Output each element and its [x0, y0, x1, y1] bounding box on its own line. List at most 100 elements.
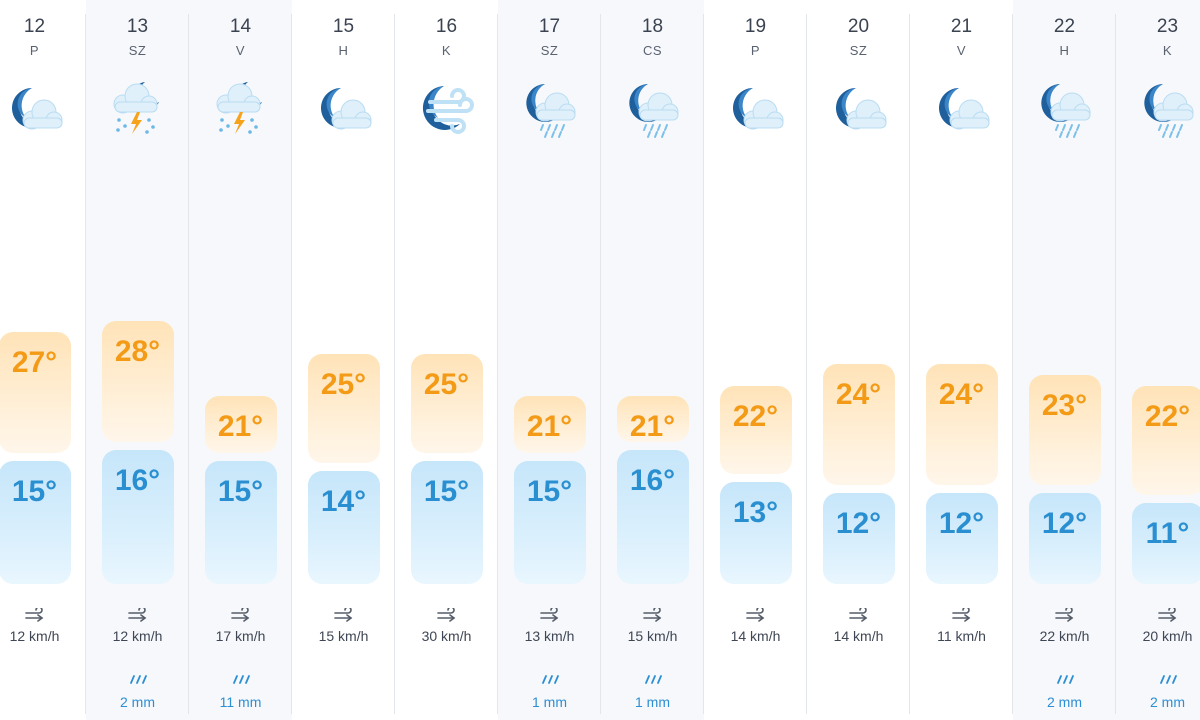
column-divider	[1115, 14, 1116, 714]
min-temp-bar: 16°	[616, 449, 689, 584]
wind-icon	[24, 608, 43, 622]
precipitation-amount: 1 mm	[635, 694, 670, 710]
wind-speed: 15 km/h	[627, 628, 678, 644]
wind-speed: 12 km/h	[9, 628, 60, 644]
wind-speed: 14 km/h	[833, 628, 884, 644]
forecast-day-column[interactable]: 23 K 22° 11° 20 km/h 2 mm	[1116, 0, 1200, 720]
forecast-day-column[interactable]: 20 SZ 24° 12° 14 km/h	[807, 0, 910, 720]
day-of-week: V	[956, 43, 967, 58]
forecast-day-column[interactable]: 17 SZ 21° 15° 13 km/h 1 mm	[498, 0, 601, 720]
forecast-day-column[interactable]: 13 SZ 28° 16° 12 km/h 2 mm	[86, 0, 189, 720]
column-divider	[291, 14, 292, 714]
thunderstorm-night-icon	[113, 82, 159, 134]
max-temperature: 24°	[938, 378, 985, 412]
moon-rain-icon	[1040, 84, 1090, 138]
moon-cloud-icon	[835, 88, 886, 130]
min-temp-bar: 15°	[410, 460, 483, 584]
min-temperature: 16°	[629, 463, 676, 497]
forecast-day-column[interactable]: 14 V 21° 15° 17 km/h 11 mm	[189, 0, 292, 720]
rain-icon	[1159, 675, 1177, 684]
moon-cloud-icon	[320, 88, 371, 130]
forecast-day-column[interactable]: 16 K 25° 15° 30 km/h	[395, 0, 498, 720]
min-temp-bar: 15°	[204, 460, 277, 584]
max-temperature: 21°	[629, 410, 676, 444]
min-temp-bar: 16°	[101, 449, 174, 584]
max-temperature: 28°	[114, 335, 161, 369]
day-of-week: CS	[642, 43, 663, 58]
wind-icon	[127, 608, 146, 622]
wind-icon	[1157, 608, 1176, 622]
max-temperature: 25°	[320, 367, 367, 401]
moon-cloud-icon	[11, 88, 62, 130]
max-temp-bar: 25°	[307, 353, 380, 464]
wind-icon	[230, 608, 249, 622]
day-date: 19	[744, 16, 767, 37]
rain-icon	[129, 675, 147, 684]
min-temperature: 12°	[938, 506, 985, 540]
forecast-day-column[interactable]: 12 P 27° 15° 12 km/h	[0, 0, 86, 720]
day-date: 15	[332, 16, 355, 37]
max-temperature: 21°	[526, 410, 573, 444]
wind-speed: 12 km/h	[112, 628, 163, 644]
moon-rain-icon	[1143, 84, 1193, 138]
column-divider	[497, 14, 498, 714]
day-date: 18	[641, 16, 664, 37]
min-temp-bar: 11°	[1131, 503, 1200, 584]
min-temperature: 11°	[1145, 517, 1190, 551]
wind-icon	[848, 608, 867, 622]
min-temperature: 15°	[217, 474, 264, 508]
column-divider	[806, 14, 807, 714]
wind-icon	[951, 608, 970, 622]
column-divider	[909, 14, 910, 714]
day-of-week: SZ	[540, 43, 559, 58]
column-divider	[85, 14, 86, 714]
wind-speed: 17 km/h	[215, 628, 266, 644]
day-date: 13	[126, 16, 149, 37]
rain-icon	[644, 675, 662, 684]
forecast-day-column[interactable]: 22 H 23° 12° 22 km/h 2 mm	[1013, 0, 1116, 720]
day-of-week: H	[338, 43, 349, 58]
moon-wind-icon	[422, 86, 474, 134]
max-temp-bar: 21°	[616, 396, 689, 444]
forecast-day-column[interactable]: 21 V 24° 12° 11 km/h	[910, 0, 1013, 720]
forecast-day-column[interactable]: 15 H 25° 14° 15 km/h	[292, 0, 395, 720]
min-temperature: 12°	[835, 506, 882, 540]
precipitation-amount: 2 mm	[1047, 694, 1082, 710]
min-temp-bar: 12°	[1028, 492, 1101, 584]
wind-speed: 22 km/h	[1039, 628, 1090, 644]
forecast-day-column[interactable]: 19 P 22° 13° 14 km/h	[704, 0, 807, 720]
max-temperature: 21°	[217, 410, 264, 444]
min-temperature: 13°	[732, 495, 779, 529]
column-divider	[600, 14, 601, 714]
precipitation-amount: 2 mm	[1150, 694, 1185, 710]
max-temperature: 24°	[835, 378, 882, 412]
day-date: 22	[1053, 16, 1076, 37]
max-temp-bar: 22°	[719, 385, 792, 474]
wind-speed: 30 km/h	[421, 628, 472, 644]
max-temp-bar: 24°	[925, 364, 998, 485]
moon-cloud-icon	[732, 88, 783, 130]
min-temp-bar: 15°	[0, 460, 71, 584]
min-temperature: 15°	[11, 474, 58, 508]
max-temp-bar: 22°	[1131, 385, 1200, 496]
day-date: 12	[23, 16, 46, 37]
min-temp-bar: 14°	[307, 471, 380, 584]
day-date: 16	[435, 16, 458, 37]
max-temp-bar: 21°	[513, 396, 586, 453]
day-date: 20	[847, 16, 870, 37]
min-temp-bar: 12°	[822, 492, 895, 584]
day-of-week: P	[29, 43, 40, 58]
day-date: 21	[950, 16, 973, 37]
forecast-day-column[interactable]: 18 CS 21° 16° 15 km/h 1 mm	[601, 0, 704, 720]
column-divider	[703, 14, 704, 714]
column-divider	[188, 14, 189, 714]
min-temperature: 12°	[1041, 506, 1088, 540]
max-temp-bar: 23°	[1028, 374, 1101, 485]
wind-icon	[436, 608, 455, 622]
max-temp-bar: 21°	[204, 396, 277, 453]
max-temperature: 27°	[11, 346, 58, 380]
wind-icon	[745, 608, 764, 622]
day-of-week: SZ	[849, 43, 868, 58]
column-divider	[1012, 14, 1013, 714]
